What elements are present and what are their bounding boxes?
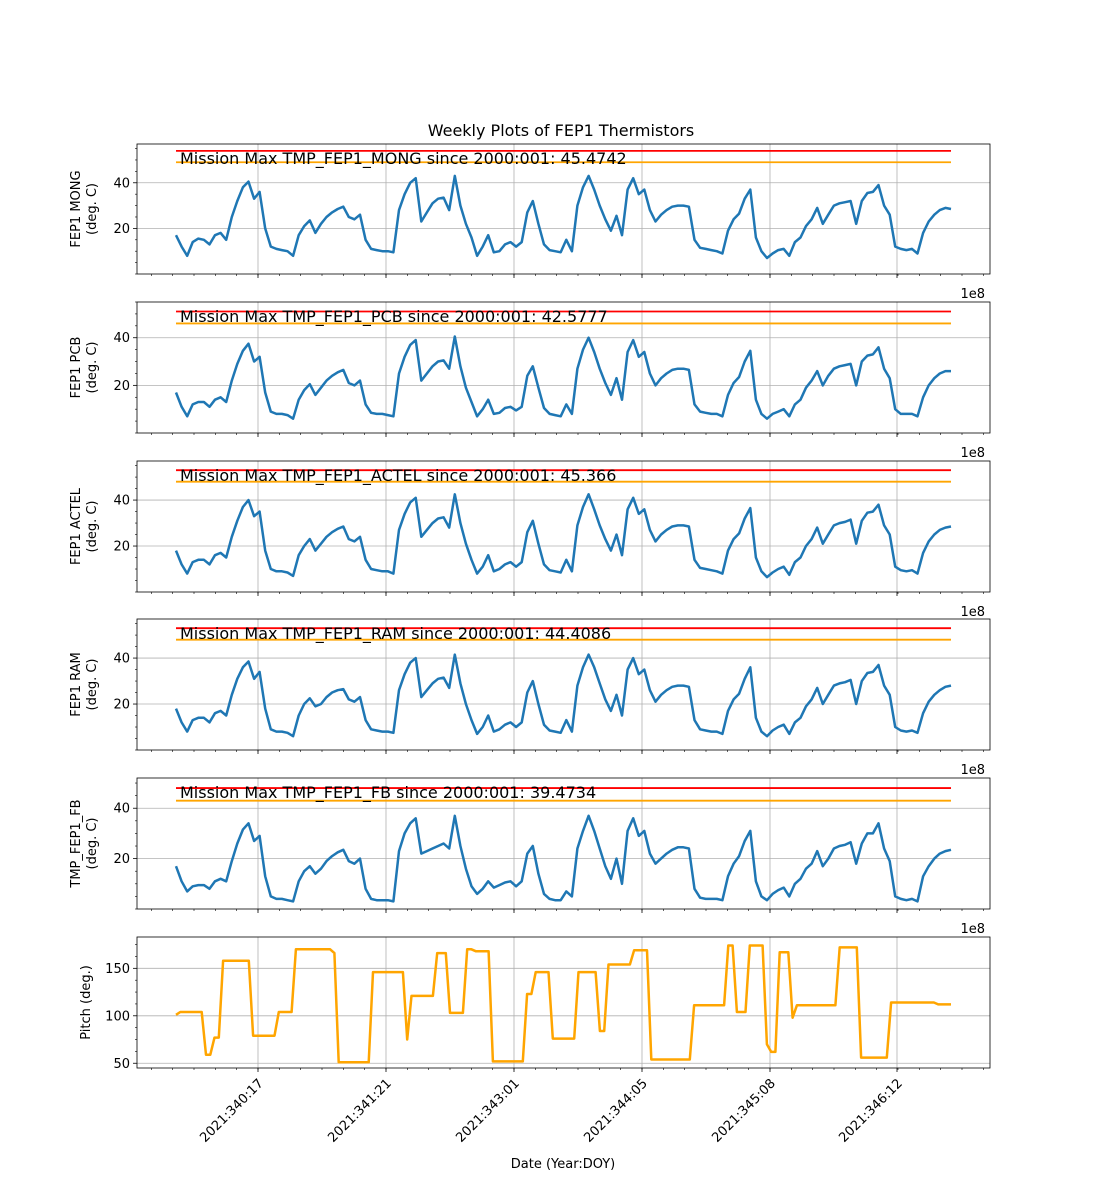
y-axis-label: Pitch (deg.) [79, 965, 94, 1040]
y-tick-label: 20 [113, 698, 130, 713]
annotation: Mission Max TMP_FEP1_MONG since 2000:001… [180, 149, 627, 169]
panel-5: 20 40 TMP_FEP1_FB (deg. C) Mission Max TMP_F… [69, 777, 991, 937]
x-tick-label: 2021:344:05 [581, 1076, 650, 1145]
x-axis-label: Date (Year:DOY) [511, 1157, 616, 1172]
axes-frame [136, 777, 991, 910]
y-tick-label: 20 [113, 852, 130, 867]
x-tick-label: 2021:343:01 [453, 1076, 522, 1145]
x-tick-label: 2021:340:17 [197, 1076, 266, 1145]
annotation: Mission Max TMP_FEP1_RAM since 2000:001:… [180, 624, 611, 644]
y-tick-label: 150 [105, 962, 130, 977]
offset-label: 1e8 [960, 605, 985, 620]
y-tick-label: 20 [113, 222, 130, 237]
series-line [175, 944, 951, 1064]
y-tick-label: 40 [113, 802, 130, 817]
annotation: Mission Max TMP_FEP1_PCB since 2000:001:… [180, 307, 608, 327]
y-tick-label: 40 [113, 176, 130, 191]
axes-frame [136, 936, 991, 1069]
annotation: Mission Max TMP_FEP1_FB since 2000:001: … [180, 783, 596, 803]
y-axis-label: TMP_FEP1_FB [69, 799, 84, 888]
y-axis-label: FEP1 PCB [69, 337, 84, 399]
x-tick-label: 2021:346:12 [836, 1076, 905, 1145]
x-tick-label: 2021:341:21 [325, 1076, 394, 1145]
offset-label: 1e8 [960, 287, 985, 302]
annotation: Mission Max TMP_FEP1_ACTEL since 2000:00… [180, 466, 616, 486]
y-axis-label: (deg. C) [85, 659, 100, 711]
y-tick-label: 50 [113, 1057, 130, 1072]
y-tick-label: 40 [113, 652, 130, 667]
y-axis-label: FEP1 RAM [69, 652, 84, 717]
y-tick-label: 20 [113, 540, 130, 555]
series-line [174, 335, 951, 420]
series-line [174, 493, 952, 579]
y-axis-label: (deg. C) [85, 342, 100, 394]
panel-1: 20 40 FEP1 MONG (deg. C) Mission Max TMP_FEP… [69, 143, 991, 302]
y-tick-label: 40 [113, 494, 130, 509]
y-axis-label: (deg. C) [85, 183, 100, 235]
series-line [174, 653, 952, 738]
y-axis-label: FEP1 MONG [69, 170, 84, 247]
panel-3: 20 40 FEP1 ACTEL (deg. C) Mission Max TMP_FE… [69, 460, 991, 620]
offset-label: 1e8 [960, 763, 985, 778]
y-axis-label: (deg. C) [85, 818, 100, 870]
series-line [174, 814, 952, 903]
panel-4: 20 40 FEP1 RAM (deg. C) Mission Max TMP_FEP1… [69, 618, 991, 778]
axes-frame [136, 301, 991, 434]
y-axis-label: FEP1 ACTEL [69, 487, 84, 565]
y-axis-label: (deg. C) [85, 501, 100, 553]
series-line [174, 174, 952, 260]
x-tick-label: 2021:345:08 [709, 1076, 778, 1145]
y-tick-label: 100 [105, 1009, 130, 1024]
offset-label: 1e8 [960, 446, 985, 461]
y-tick-label: 40 [113, 331, 130, 346]
axes-frame [136, 618, 991, 751]
axes-frame [136, 460, 991, 593]
offset-label: 1e8 [960, 922, 985, 937]
axes-frame [136, 143, 991, 275]
y-tick-label: 20 [113, 379, 130, 394]
panel-2: 20 40 FEP1 PCB (deg. C) Mission Max TMP_FEP1… [69, 301, 991, 461]
panel-6: 50 100 150 Pitch (deg.) 2021:340:17 2021:341:… [79, 936, 991, 1146]
chart-title: Weekly Plots of FEP1 Thermistors [428, 121, 695, 140]
